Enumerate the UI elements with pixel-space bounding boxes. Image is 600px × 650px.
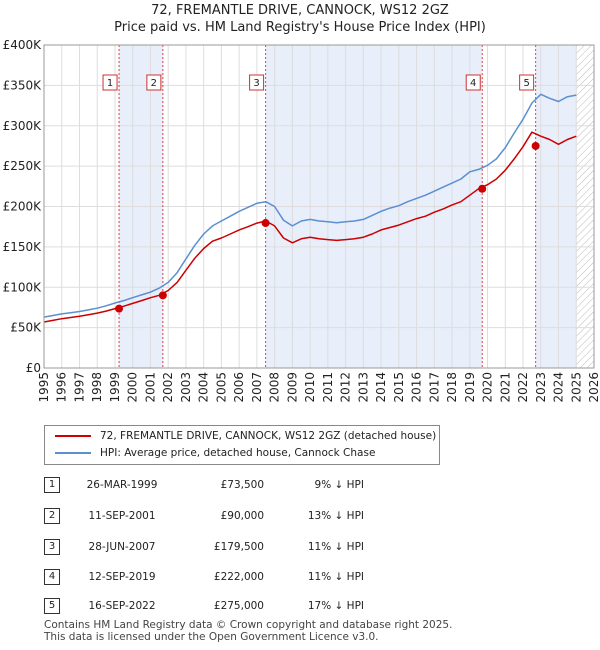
- sale-badge-box: [519, 74, 535, 91]
- x-tick-label: 2026: [587, 372, 600, 403]
- sale-row: 3 28-JUN-2007 £179,500 11% ↓ HPI: [44, 538, 404, 556]
- x-tick-label: 2004: [197, 372, 211, 403]
- x-tick-label: 2020: [481, 372, 495, 403]
- legend: 72, FREMANTLE DRIVE, CANNOCK, WS12 2GZ (…: [44, 425, 440, 465]
- sale-hpi-delta: 13% ↓ HPI: [307, 510, 364, 522]
- sale-date: 26-MAR-1999: [86, 479, 158, 491]
- x-tick-label: 2022: [516, 372, 530, 403]
- x-tick-label: 2007: [250, 372, 264, 403]
- sale-date: 12-SEP-2019: [88, 571, 156, 583]
- sale-hpi-delta: 17% ↓ HPI: [307, 600, 364, 612]
- x-tick-label: 1996: [55, 372, 69, 403]
- sale-badge-box: [102, 74, 118, 91]
- x-tick-label: 2003: [179, 372, 193, 403]
- legend-label-hpi: HPI: Average price, detached house, Cann…: [100, 447, 376, 459]
- x-tick-label: 2019: [463, 372, 477, 403]
- y-tick-label: £300K: [3, 119, 43, 133]
- sale-point: [261, 219, 270, 228]
- sale-badge-label: 4: [470, 78, 476, 89]
- y-tick-label: £200K: [3, 200, 43, 214]
- y-tick-label: £100K: [3, 280, 43, 294]
- x-tick-label: 2000: [126, 372, 140, 403]
- chart-subtitle: Price paid vs. HM Land Registry's House …: [114, 20, 486, 35]
- y-tick-label: £350K: [3, 78, 43, 92]
- sale-point: [478, 184, 487, 193]
- sale-number-badge: 1: [44, 477, 60, 493]
- y-tick-label: £0: [26, 361, 41, 375]
- chart-title: 72, FREMANTLE DRIVE, CANNOCK, WS12 2GZ: [151, 3, 449, 18]
- sale-date: 16-SEP-2022: [88, 600, 156, 612]
- x-tick-label: 2014: [374, 372, 388, 403]
- x-tick-label: 2012: [339, 372, 353, 403]
- y-tick-label: £50K: [10, 321, 42, 335]
- footer-copyright: Contains HM Land Registry data © Crown c…: [44, 619, 453, 631]
- y-tick-label: £400K: [3, 38, 43, 52]
- sale-price: £90,000: [220, 510, 264, 522]
- sale-hpi-delta: 11% ↓ HPI: [307, 571, 364, 583]
- sale-number-badge: 4: [44, 569, 60, 585]
- legend-item-hpi: HPI: Average price, detached house, Cann…: [55, 446, 375, 460]
- sale-price: £179,500: [213, 541, 264, 553]
- sale-point: [115, 304, 124, 313]
- x-tick-label: 2002: [161, 372, 175, 403]
- x-tick-label: 2018: [445, 372, 459, 403]
- x-tick-label: 1999: [108, 372, 122, 403]
- x-tick-label: 2015: [392, 372, 406, 403]
- x-tick-label: 2006: [232, 372, 246, 403]
- y-tick-label: £250K: [3, 159, 43, 173]
- sale-number-badge: 3: [44, 539, 60, 555]
- hpi-series-line: [43, 93, 577, 318]
- sale-point: [158, 291, 167, 300]
- sale-price: £222,000: [213, 571, 264, 583]
- legend-swatch-property: [55, 435, 91, 437]
- sale-price: £73,500: [220, 479, 264, 491]
- sale-row: 4 12-SEP-2019 £222,000 11% ↓ HPI: [44, 568, 404, 586]
- sale-date: 11-SEP-2001: [88, 510, 156, 522]
- sale-badge-label: 2: [151, 78, 157, 89]
- sale-date: 28-JUN-2007: [88, 541, 156, 553]
- sale-badge-box: [249, 74, 265, 91]
- x-tick-label: 2017: [427, 372, 441, 403]
- sale-badge-label: 5: [523, 78, 529, 89]
- x-tick-label: 2011: [321, 372, 335, 403]
- price-chart: 1 2 3 4 5 £0 £50K £100K £150K £200K £250K £300K £35…: [3, 38, 600, 403]
- sale-badge-label: 1: [107, 78, 113, 89]
- legend-swatch-hpi: [55, 452, 91, 454]
- x-tick-label: 2016: [410, 372, 424, 403]
- sale-hpi-delta: 11% ↓ HPI: [307, 541, 364, 553]
- x-tick-label: 2013: [356, 372, 370, 403]
- x-tick-label: 2008: [268, 372, 282, 403]
- footer-attribution: Contains HM Land Registry data © Crown c…: [44, 619, 452, 643]
- x-tick-label: 1998: [90, 372, 104, 403]
- y-tick-label: £150K: [3, 240, 43, 254]
- sale-number-badge: 2: [44, 508, 60, 524]
- x-tick-label: 1995: [37, 372, 51, 403]
- x-tick-label: 2010: [303, 372, 317, 403]
- sale-hpi-delta: 9% ↓ HPI: [314, 479, 364, 491]
- sale-point: [531, 141, 540, 150]
- x-tick-label: 2021: [498, 372, 512, 403]
- plot-frame: [43, 44, 595, 369]
- sale-badge-box: [146, 74, 162, 91]
- x-tick-label: 2023: [534, 372, 548, 403]
- sale-price: £275,000: [213, 600, 264, 612]
- sale-number-badge: 5: [44, 598, 60, 614]
- x-tick-label: 2025: [569, 372, 583, 403]
- x-tick-label: 2024: [552, 372, 566, 403]
- x-tick-label: 2009: [285, 372, 299, 403]
- property-series-line: [43, 131, 577, 323]
- x-tick-label: 2005: [214, 372, 228, 403]
- footer-licence: This data is licensed under the Open Gov…: [44, 631, 379, 643]
- sale-row: 5 16-SEP-2022 £275,000 17% ↓ HPI: [44, 597, 404, 615]
- legend-label-property: 72, FREMANTLE DRIVE, CANNOCK, WS12 2GZ (…: [100, 430, 437, 442]
- x-tick-label: 1997: [72, 372, 86, 403]
- sale-badge-label: 3: [253, 78, 259, 89]
- sale-row: 1 26-MAR-1999 £73,500 9% ↓ HPI: [44, 476, 404, 494]
- sale-badge-box: [465, 74, 481, 91]
- legend-item-property: 72, FREMANTLE DRIVE, CANNOCK, WS12 2GZ (…: [55, 429, 436, 443]
- sale-row: 2 11-SEP-2001 £90,000 13% ↓ HPI: [44, 507, 404, 525]
- x-tick-label: 2001: [143, 372, 157, 403]
